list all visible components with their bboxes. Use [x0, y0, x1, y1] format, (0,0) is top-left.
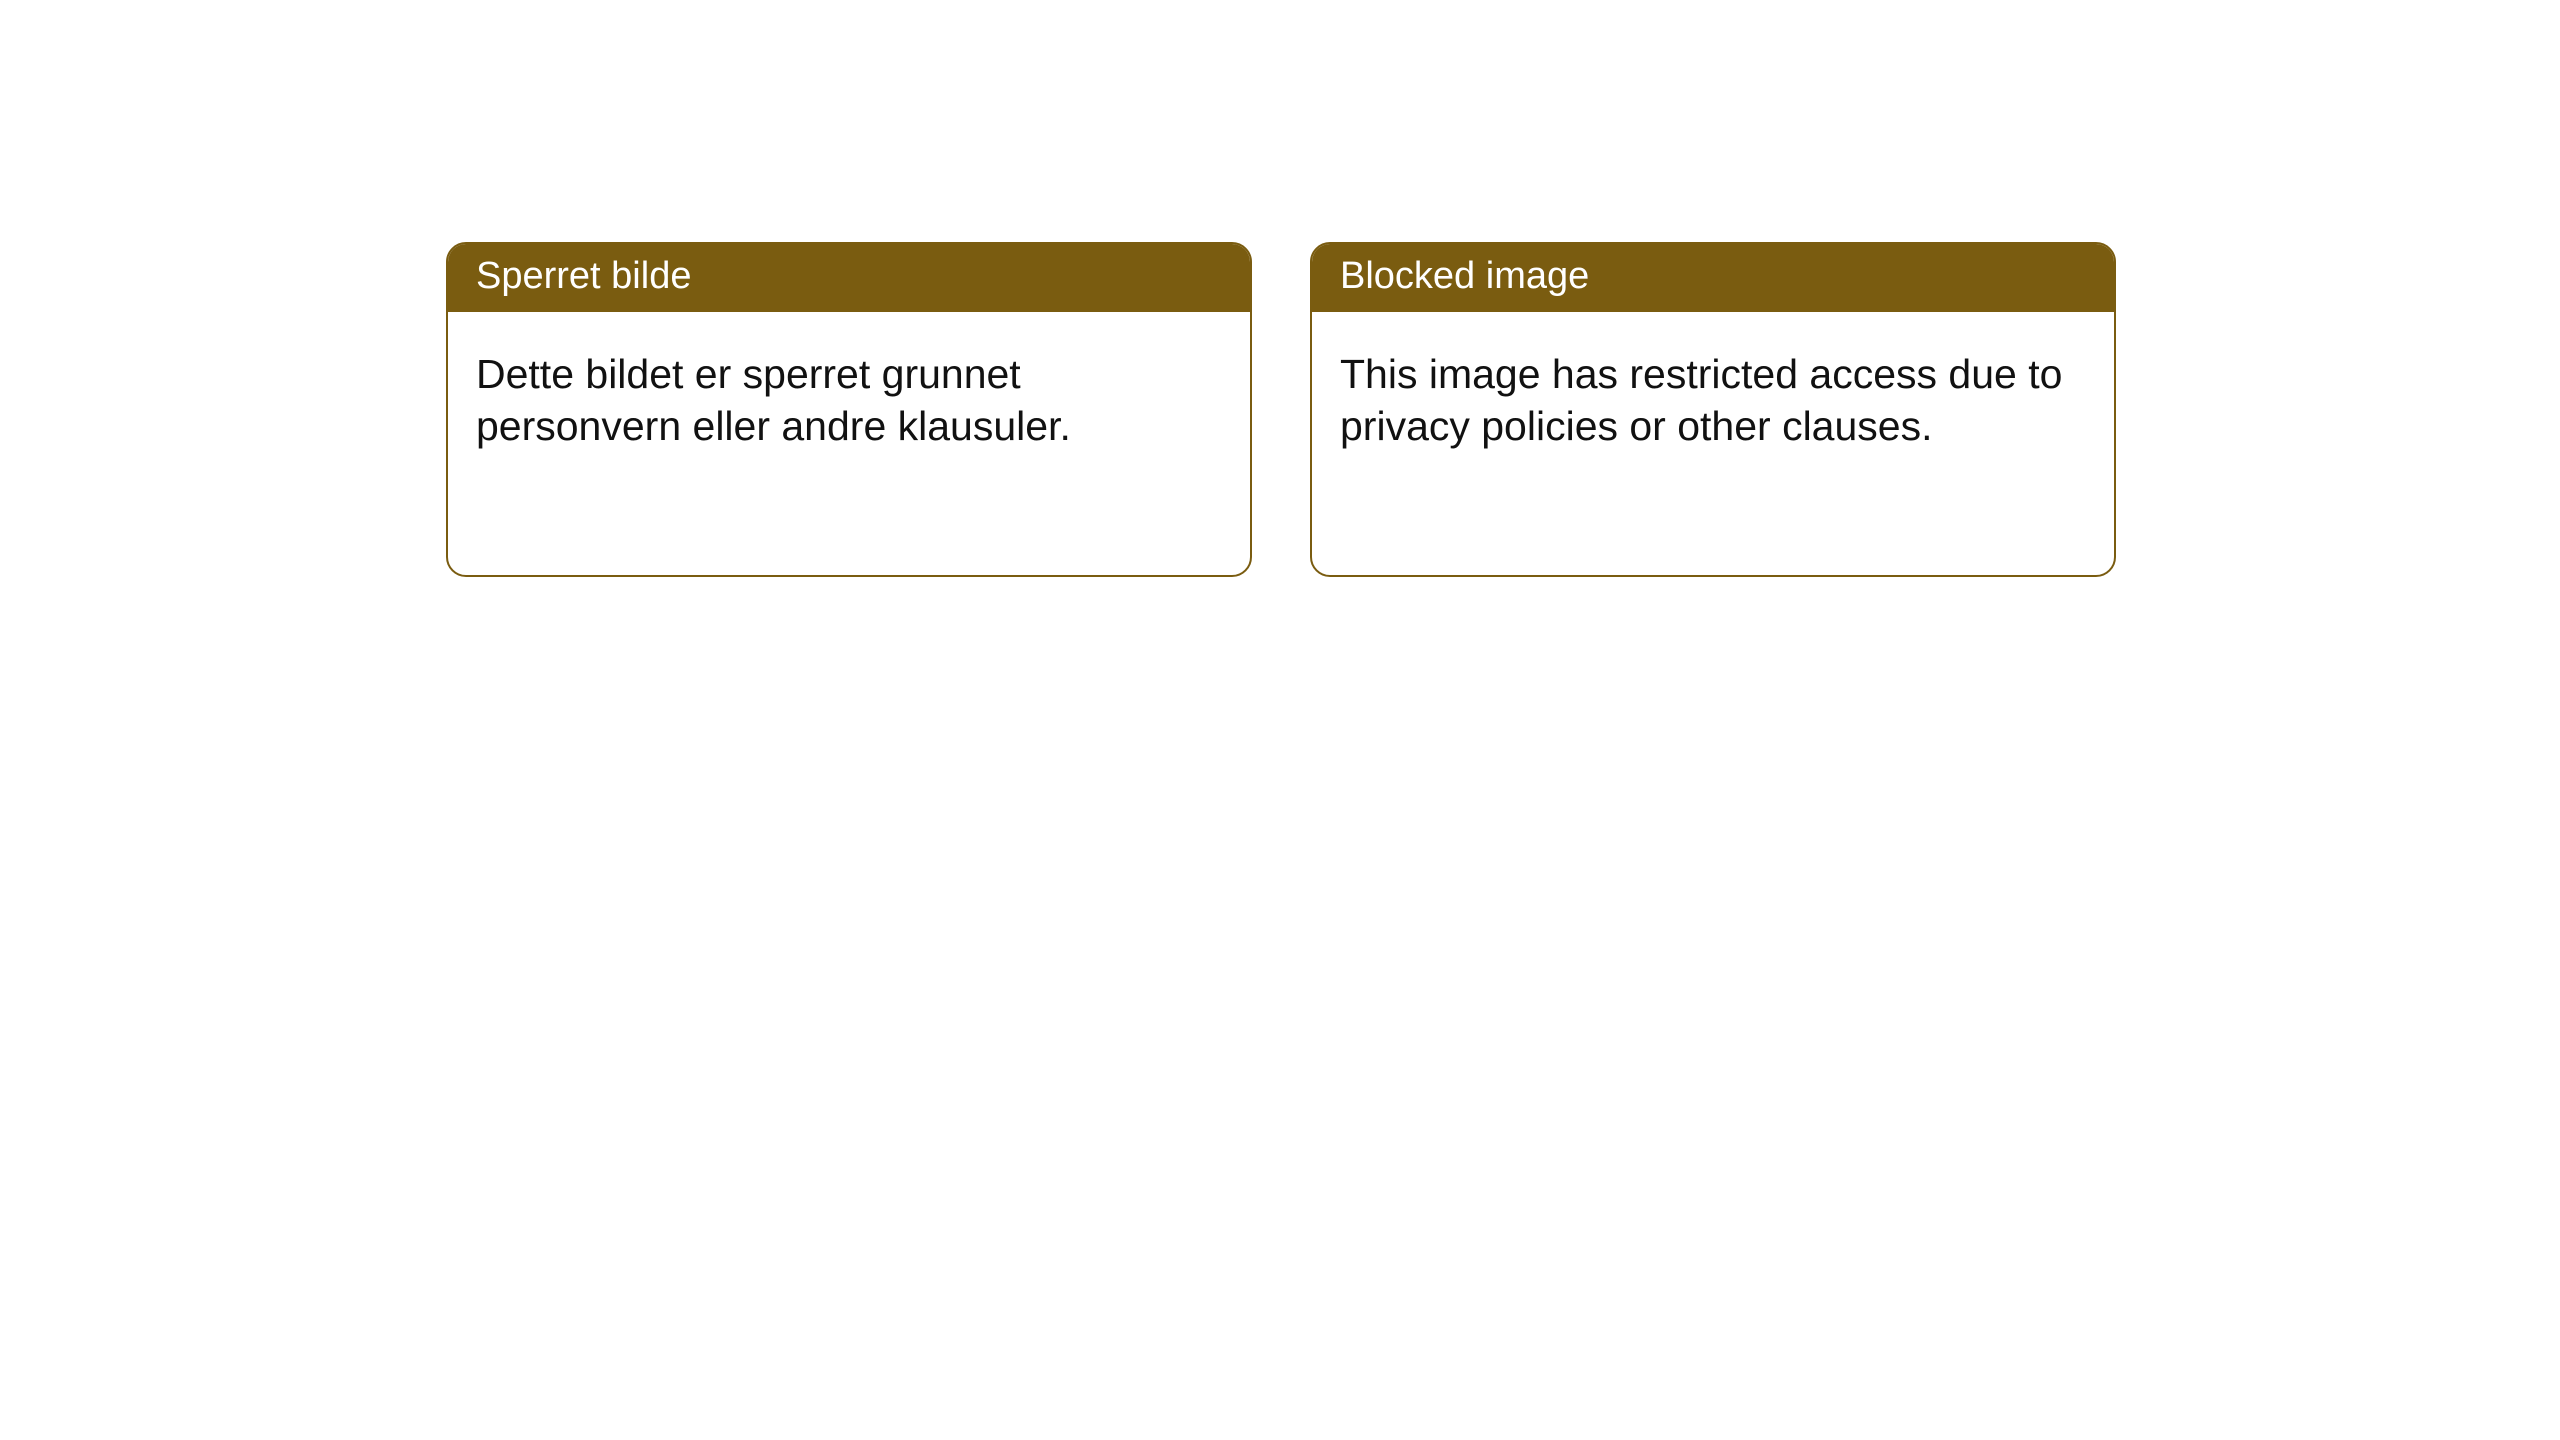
notice-title-norwegian: Sperret bilde: [476, 255, 691, 297]
notice-text-english: This image has restricted access due to …: [1340, 351, 2062, 449]
notice-text-norwegian: Dette bildet er sperret grunnet personve…: [476, 351, 1071, 449]
notice-header-norwegian: Sperret bilde: [448, 244, 1250, 312]
notice-card-norwegian: Sperret bilde Dette bildet er sperret gr…: [446, 242, 1252, 577]
notice-card-english: Blocked image This image has restricted …: [1310, 242, 2116, 577]
notice-container: Sperret bilde Dette bildet er sperret gr…: [446, 242, 2116, 577]
notice-title-english: Blocked image: [1340, 255, 1589, 297]
notice-header-english: Blocked image: [1312, 244, 2114, 312]
notice-body-norwegian: Dette bildet er sperret grunnet personve…: [448, 312, 1250, 489]
notice-body-english: This image has restricted access due to …: [1312, 312, 2114, 489]
